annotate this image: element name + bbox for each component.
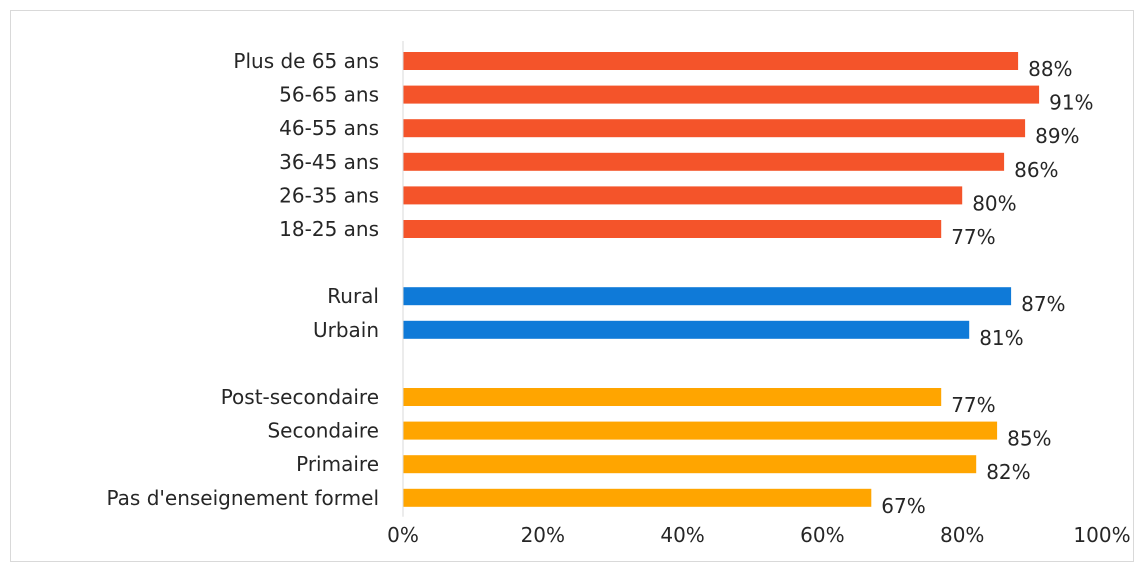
data-label: 77% [951, 393, 995, 417]
category-label: 36-45 ans [279, 150, 379, 174]
data-label: 85% [1007, 427, 1051, 451]
category-label: Urbain [313, 318, 379, 342]
x-tick-label: 80% [940, 523, 984, 547]
chart-frame: Plus de 65 ans 88% 56-65 ans 91% 46-55 ans 89… [10, 10, 1134, 562]
bar [403, 220, 942, 238]
data-label: 80% [972, 191, 1016, 215]
category-label: Secondaire [267, 419, 379, 443]
bar [403, 186, 963, 205]
x-tick-label: 0% [387, 523, 419, 547]
category-label: 56-65 ans [279, 83, 379, 107]
data-label: 87% [1021, 292, 1065, 316]
category-label: Primaire [296, 452, 379, 476]
bar [403, 388, 942, 406]
bar [403, 85, 1040, 104]
data-label: 82% [986, 460, 1030, 484]
x-tick-label: 20% [521, 523, 565, 547]
x-tick-label: 60% [800, 523, 844, 547]
category-label: 46-55 ans [279, 116, 379, 140]
category-label: Rural [327, 284, 379, 308]
x-tick-label: 100% [1073, 523, 1130, 547]
x-tick-label: 40% [660, 523, 704, 547]
category-label: Pas d'enseignement formel [107, 486, 379, 510]
data-label: 91% [1049, 91, 1093, 115]
data-label: 77% [951, 225, 995, 249]
category-label: 18-25 ans [279, 217, 379, 241]
data-label: 81% [979, 326, 1023, 350]
bar [403, 320, 970, 339]
category-label: Post-secondaire [221, 385, 379, 409]
category-label: 26-35 ans [279, 183, 379, 207]
bar [403, 152, 1005, 171]
category-label: Plus de 65 ans [233, 49, 379, 73]
bar [403, 455, 977, 474]
bar [403, 421, 998, 440]
bar [403, 119, 1026, 138]
bar [403, 287, 1012, 306]
bar [403, 52, 1019, 70]
bar [403, 488, 872, 507]
bar-chart: Plus de 65 ans 88% 56-65 ans 91% 46-55 ans 89… [107, 41, 1131, 547]
data-label: 89% [1035, 124, 1079, 148]
data-label: 88% [1028, 57, 1072, 81]
data-label: 86% [1014, 158, 1058, 182]
data-label: 67% [881, 494, 925, 518]
